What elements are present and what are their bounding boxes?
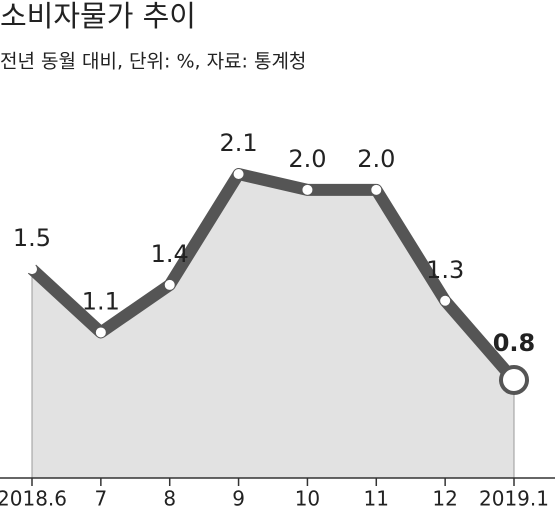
x-tick-label: 12 — [432, 487, 457, 511]
x-tick-label: 7 — [94, 487, 107, 511]
line — [27, 168, 519, 384]
value-label: 1.5 — [13, 224, 51, 252]
value-label: 2.0 — [288, 145, 326, 173]
x-tick-label: 2018.6 — [0, 487, 67, 511]
x-tick-label: 2019.1 — [479, 487, 549, 511]
point — [27, 264, 37, 275]
value-label: 1.4 — [151, 240, 189, 268]
value-label: 2.0 — [357, 145, 395, 173]
point — [371, 184, 382, 195]
x-tick-label: 11 — [364, 487, 389, 511]
value-label: 1.3 — [426, 256, 464, 284]
x-tick-label: 10 — [295, 487, 320, 511]
chart-title: 소비자물가 추이 — [0, 0, 196, 33]
point — [164, 279, 175, 290]
point — [233, 169, 244, 179]
point — [440, 295, 451, 306]
point — [95, 327, 106, 338]
value-label: 2.1 — [219, 129, 257, 157]
value-label: 0.8 — [493, 329, 536, 357]
chart-subtitle: 전년 동월 대비, 단위: %, 자료: 통계청 — [0, 51, 306, 73]
point — [302, 184, 313, 195]
point — [499, 365, 529, 395]
x-tick-label: 8 — [163, 487, 176, 511]
x-tick-label: 9 — [232, 487, 245, 511]
value-label: 1.1 — [82, 287, 120, 315]
